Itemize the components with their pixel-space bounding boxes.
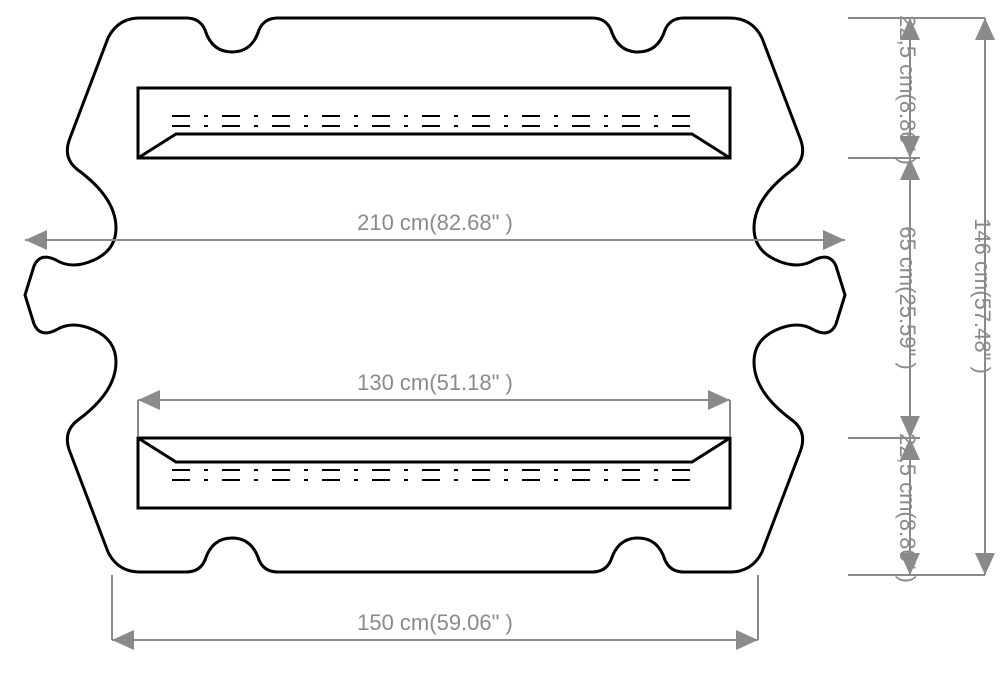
dim-150: 150 cm(59.06" ) xyxy=(112,575,758,640)
dim-130: 130 cm(51.18" ) xyxy=(138,370,730,436)
top-slot-group xyxy=(138,88,730,158)
dim-225b-label: 22,5 cm(8.86" ) xyxy=(895,433,920,583)
dim-65-label: 65 cm(25.59" ) xyxy=(895,226,920,370)
dim-146: 146 cm(57.48" ) xyxy=(848,18,995,575)
canopy-outline xyxy=(25,18,845,572)
bottom-slot-group xyxy=(138,438,730,508)
dim-150-label: 150 cm(59.06" ) xyxy=(357,610,513,635)
dim-225a-label: 22,5 cm(8.86" ) xyxy=(895,15,920,165)
canopy-diagram: [data-name="inner-slot-top"]{display:non… xyxy=(0,0,1003,675)
dim-130-label: 130 cm(51.18" ) xyxy=(357,370,513,395)
dim-210: 210 cm(82.68" ) xyxy=(25,210,845,240)
dim-225-top: 22,5 cm(8.86" ) xyxy=(848,15,920,165)
dim-146-label: 146 cm(57.48" ) xyxy=(970,218,995,374)
dim-65: 65 cm(25.59" ) xyxy=(848,158,920,438)
dim-210-label: 210 cm(82.68" ) xyxy=(357,210,513,235)
dim-225-bottom: 22,5 cm(8.86" ) xyxy=(895,433,920,583)
